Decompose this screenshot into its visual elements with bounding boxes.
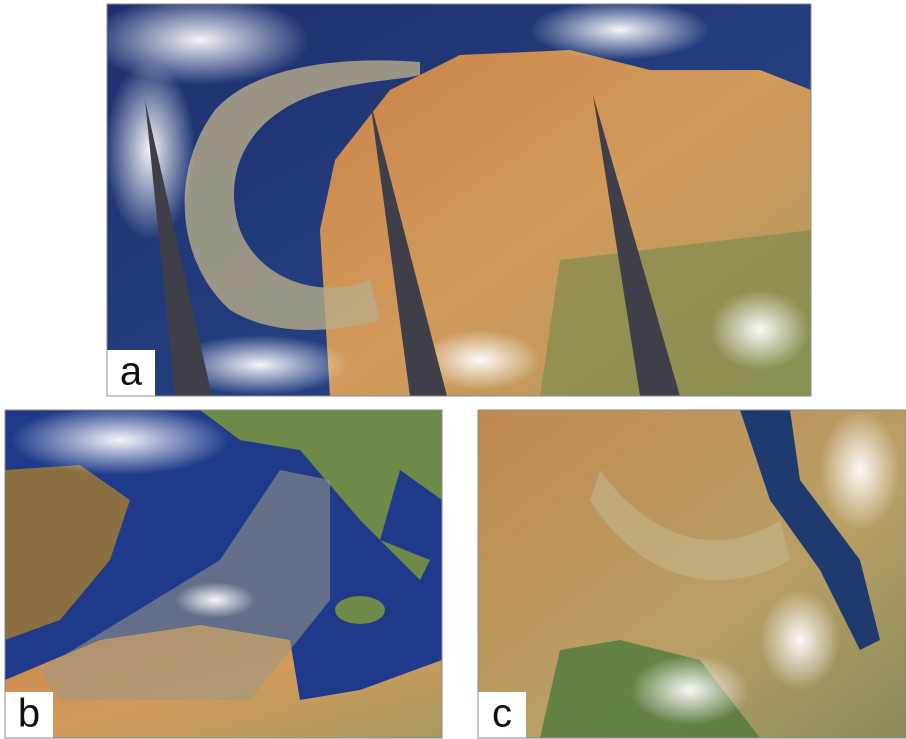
panel-label: c xyxy=(492,692,512,736)
panel-c-image: c xyxy=(478,410,906,738)
panel-label: b xyxy=(18,692,40,736)
panel-b-image: b xyxy=(5,410,442,738)
panel-label: a xyxy=(120,350,143,394)
panel-a-image: a xyxy=(107,4,811,396)
